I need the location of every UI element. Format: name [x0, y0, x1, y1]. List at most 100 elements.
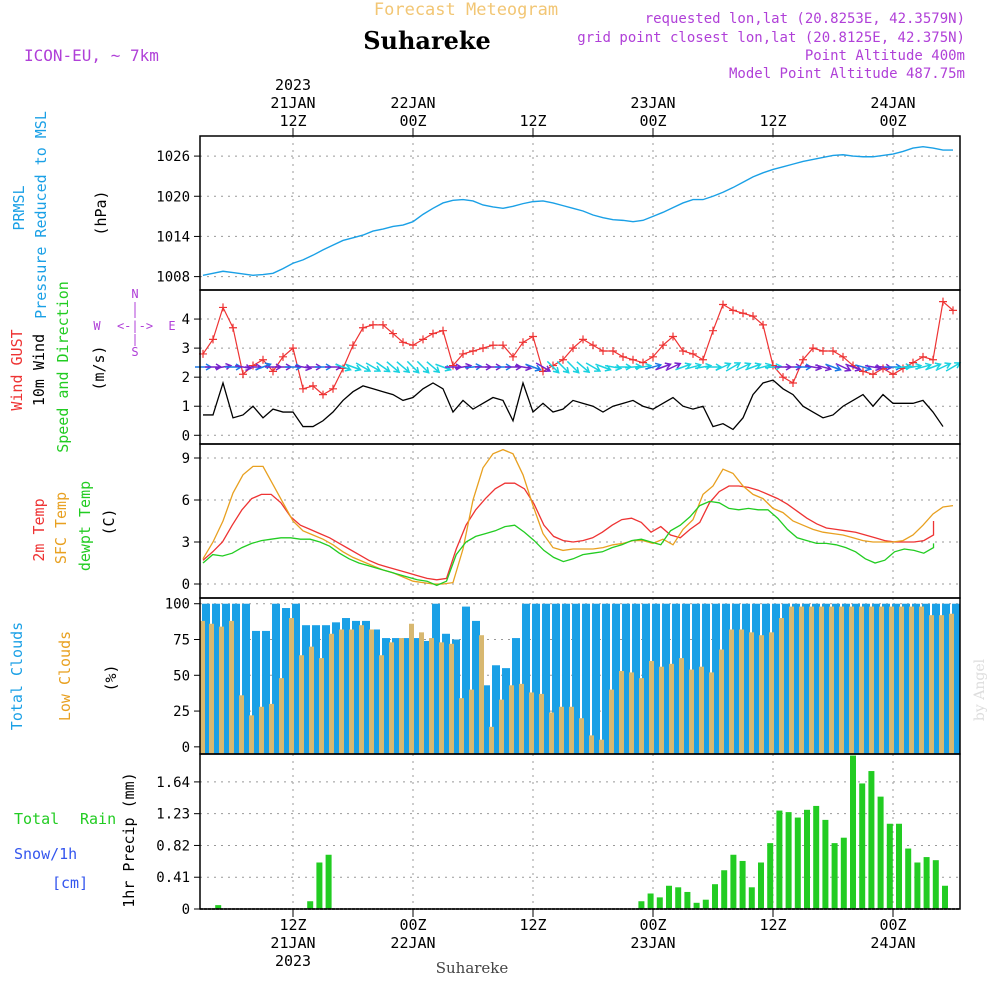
total-cloud-bar [342, 618, 350, 754]
rain-bar [877, 796, 884, 909]
total-cloud-bar [672, 603, 680, 754]
rain-bar [316, 862, 323, 909]
wind-direction-arrow [655, 362, 672, 371]
low-cloud-bar [799, 606, 804, 754]
top-time-label: 00Z [879, 112, 906, 130]
low-cloud-bar [539, 693, 544, 754]
model-name: ICON-EU, ~ 7km [24, 46, 159, 65]
rain-bar [914, 862, 921, 909]
total-cloud-bar [392, 638, 400, 754]
low-cloud-bar [639, 678, 644, 754]
total-cloud-bar [352, 620, 360, 754]
rain-bar [656, 897, 663, 909]
gust-point [829, 347, 837, 356]
low-cloud-bar [409, 623, 414, 754]
rain-bar [813, 805, 820, 909]
ytick-label: 6 [182, 493, 190, 509]
product-title: Forecast Meteogram [374, 0, 558, 20]
wind-direction-arrow [365, 362, 382, 372]
gust-point [209, 335, 217, 344]
gust-point [889, 370, 897, 379]
total-cloud-bar [282, 608, 290, 754]
total-cloud-bar [922, 603, 930, 754]
compass-w: W [93, 319, 101, 333]
total-cloud-bar [802, 603, 810, 754]
gust-point [689, 349, 697, 358]
ytick-label: 0 [182, 740, 190, 756]
rain-bar [942, 885, 948, 909]
model-altitude: Model Point Altitude 487.75m [729, 66, 965, 82]
wind-direction-arrow [925, 362, 942, 371]
low-cloud-bar [200, 620, 205, 754]
total-cloud-bar [252, 630, 260, 754]
low-cloud-bar [379, 655, 384, 754]
total-cloud-bar [812, 603, 820, 754]
wind-direction-arrow [825, 363, 842, 372]
temp-unit: (C) [100, 508, 118, 535]
total-cloud-bar [702, 603, 710, 754]
low-cloud-bar [299, 655, 304, 754]
gust-point [279, 352, 287, 361]
total-cloud-bar [452, 639, 460, 754]
gust-point [269, 367, 277, 376]
gust-point [449, 361, 457, 370]
total-cloud-bar [742, 603, 750, 754]
gust-point [819, 347, 827, 356]
total-cloud-bar [592, 603, 600, 754]
bottom-time-label: 24JAN [870, 934, 915, 952]
wind-direction-arrow [585, 362, 602, 372]
top-time-label: 00Z [399, 112, 426, 130]
wind-label-gust: Wind GUST [8, 329, 26, 410]
gust-point [679, 347, 687, 356]
rain-bar [666, 885, 672, 909]
ytick-label: 9 [182, 451, 190, 467]
low-cloud-bar [709, 672, 714, 754]
total-cloud-bar [302, 625, 310, 754]
gust-point [529, 332, 537, 341]
total-cloud-bar [682, 603, 690, 754]
compass-s: S [131, 345, 138, 359]
low-cloud-bar [629, 672, 634, 754]
total-cloud-bar [412, 638, 420, 754]
bottom-time-label: 23JAN [630, 934, 675, 952]
gust-point [659, 341, 667, 350]
wind-direction-arrow [535, 362, 552, 372]
ytick-label: 3 [182, 341, 190, 357]
panel-temperature: 0 3 6 9 [182, 444, 960, 598]
total-cloud-bar [762, 603, 770, 754]
low-cloud-bar [619, 670, 624, 754]
gust-point [729, 306, 737, 315]
wind-direction-arrow [715, 362, 732, 372]
bottom-location: Suhareke [436, 959, 509, 977]
low-cloud-bar [309, 646, 314, 754]
gust-point [259, 355, 267, 364]
rain-bar [702, 899, 709, 909]
low-cloud-bar [869, 606, 874, 754]
low-cloud-bar [269, 703, 274, 754]
gust-point [639, 358, 647, 367]
ytick-label: 0 [182, 577, 190, 593]
gust-point [799, 355, 807, 364]
rain-bar [758, 862, 764, 909]
low-cloud-bar [479, 635, 484, 754]
low-cloud-bar [559, 706, 564, 754]
rain-bar [896, 823, 902, 909]
gust-point [399, 338, 407, 347]
wind-direction-arrow [935, 362, 952, 372]
total-cloud-bar [222, 603, 230, 754]
temp-label-2m: 2m Temp [30, 498, 48, 561]
pressure-unit: (hPa) [92, 190, 110, 235]
low-cloud-bar [859, 606, 864, 754]
gust-point [949, 306, 957, 315]
total-cloud-bar [332, 622, 340, 754]
wind-direction-arrow [725, 362, 742, 372]
ytick-label: 1.23 [156, 807, 190, 823]
gust-point [439, 326, 447, 335]
total-cloud-bar [752, 603, 760, 754]
total-cloud-bar [262, 630, 270, 754]
wind-direction-arrow [416, 360, 430, 374]
total-cloud-bar [542, 603, 550, 754]
gust-point [749, 312, 757, 321]
wind-direction-arrow [645, 362, 663, 370]
total-cloud-bar [622, 603, 630, 754]
